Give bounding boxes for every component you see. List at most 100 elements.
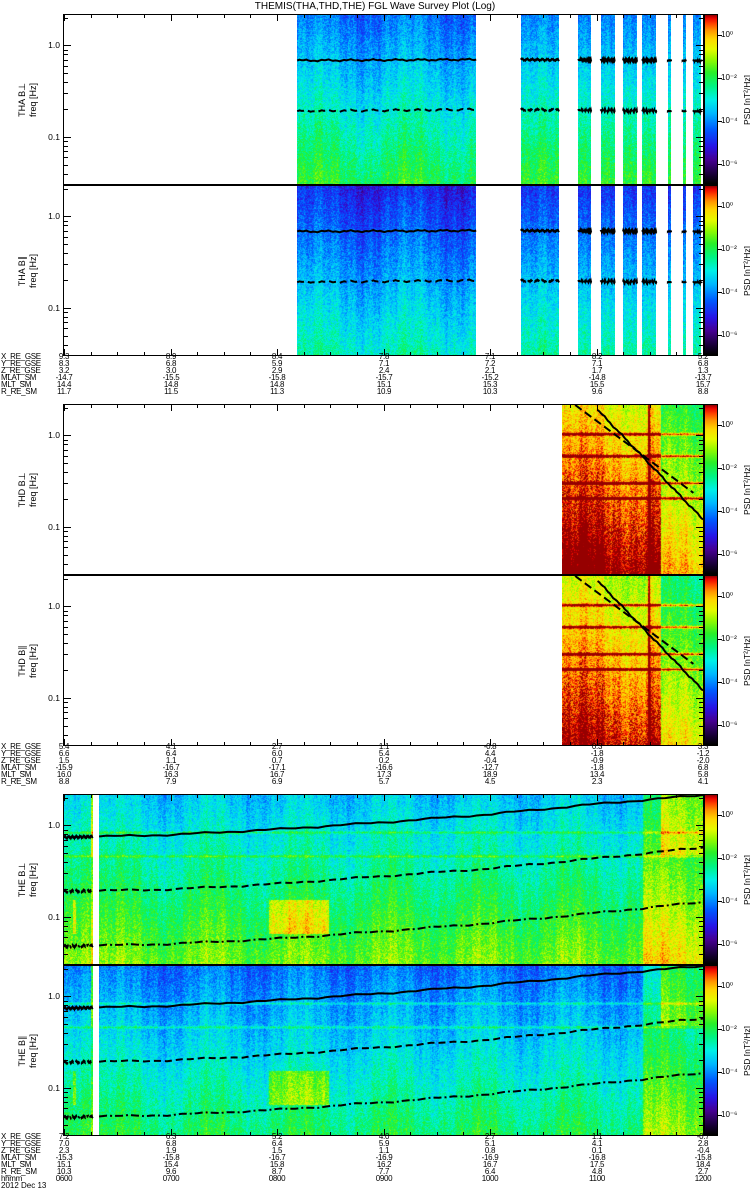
y-tick-minor — [64, 579, 68, 580]
spectrogram-segment — [642, 186, 656, 355]
y-tick-minor-right — [699, 444, 703, 445]
ephemeris-value: 2.3 — [58, 1146, 70, 1155]
y-tick-major — [64, 45, 71, 46]
y-tick-major — [64, 435, 71, 436]
ephemeris-value: 1200 — [694, 1174, 712, 1183]
spectrogram-image — [64, 795, 703, 964]
colorbar-tick-label: 10⁰ — [721, 810, 734, 819]
date-label: 2012 Dec 13 — [1, 1181, 47, 1190]
colorbar-title: PSD [nT²/Hz] — [742, 635, 750, 686]
y-tick-minor-right — [699, 499, 703, 500]
ephemeris-row-label: MLT_SM — [1, 380, 32, 389]
spectrogram-image — [64, 186, 703, 355]
spectrogram-segment — [99, 795, 703, 964]
x-tick-minor-top — [543, 15, 544, 18]
ephemeris-value: 1.1 — [165, 756, 177, 765]
x-tick-minor-top — [676, 795, 677, 798]
colorbar-tick-label: 10⁻⁴ — [721, 896, 738, 905]
ephemeris-value: 10.9 — [376, 387, 392, 396]
ephemeris-value: -16.7 — [162, 763, 180, 772]
colorbar-gradient — [705, 15, 717, 184]
y-tick-minor — [64, 830, 68, 831]
ephemeris-value: 0800 — [268, 1174, 286, 1183]
colorbar-tick-label: 10⁻⁴ — [721, 1067, 738, 1076]
y-tick-minor-right — [699, 336, 703, 337]
spectrogram-segment — [693, 186, 701, 355]
y-tick-minor-right — [699, 157, 703, 158]
colorbar-gradient — [705, 405, 717, 574]
colorbar-tick-label: 10⁻⁶ — [721, 939, 738, 948]
y-tick-minor — [64, 408, 68, 409]
y-tick-minor — [64, 312, 68, 313]
y-tick-major-right — [696, 527, 703, 528]
x-tick-minor-top — [144, 405, 145, 408]
ephemeris-value: 1000 — [481, 1174, 499, 1183]
y-tick-minor-right — [699, 264, 703, 265]
y-tick-major-right — [696, 216, 703, 217]
ephemeris-value: 15.7 — [695, 380, 711, 389]
y-tick-minor — [64, 873, 68, 874]
ephemeris-row-label: R_RE_SM — [1, 387, 37, 396]
panel-label-thd-bperp: THD B⊥ — [17, 472, 27, 507]
x-tick-minor-top — [304, 15, 305, 18]
y-tick-minor — [64, 555, 68, 556]
y-tick-minor — [64, 499, 68, 500]
x-tick-major — [64, 1129, 65, 1135]
ephemeris-value: -1.8 — [590, 763, 604, 772]
colorbar-tick — [718, 35, 722, 36]
y-tick-label: 1.0 — [48, 820, 60, 830]
y-tick-major-right — [696, 435, 703, 436]
y-tick-minor-right — [699, 615, 703, 616]
x-tick-minor-top — [437, 15, 438, 18]
x-tick-minor — [117, 742, 118, 745]
y-tick-minor-right — [699, 670, 703, 671]
y-tick-minor-right — [699, 735, 703, 736]
ephemeris-value: 0.3 — [591, 742, 603, 751]
ephemeris-value: 6.4 — [165, 749, 177, 758]
x-tick-minor — [357, 742, 358, 745]
colorbar-tick — [718, 858, 722, 859]
ephemeris-value: 1.5 — [58, 756, 70, 765]
y-tick-minor — [64, 846, 68, 847]
y-tick-label: 1.0 — [48, 430, 60, 440]
y-tick-label: 0.1 — [48, 912, 60, 922]
ephemeris-value: -15.8 — [694, 1153, 712, 1162]
y-tick-major — [64, 308, 71, 309]
ephemeris-value: 13.4 — [589, 770, 605, 779]
y-tick-minor — [64, 73, 68, 74]
ephemeris-value: 17.3 — [376, 770, 392, 779]
y-tick-minor-right — [699, 189, 703, 190]
y-tick-minor — [64, 151, 68, 152]
x-tick-minor — [91, 352, 92, 355]
ephemeris-value: 5.4 — [378, 749, 390, 758]
y-tick-minor — [64, 82, 68, 83]
x-tick-minor-top — [623, 15, 624, 18]
y-tick-minor-right — [699, 702, 703, 703]
y-tick-minor — [64, 1044, 68, 1045]
y-tick-minor-right — [699, 921, 703, 922]
y-tick-minor — [64, 611, 68, 612]
ephemeris-value: 8.7 — [271, 1167, 283, 1176]
x-tick-minor-top — [144, 795, 145, 798]
y-tick-minor — [64, 712, 68, 713]
ephemeris-value: 5.7 — [378, 777, 390, 786]
y-tick-minor — [64, 231, 68, 232]
x-tick-major — [64, 349, 65, 355]
x-tick-minor — [144, 742, 145, 745]
y-tick-minor-right — [699, 225, 703, 226]
x-tick-major-top — [384, 795, 385, 801]
x-tick-minor — [463, 1132, 464, 1135]
x-tick-minor — [197, 742, 198, 745]
x-tick-minor — [224, 1132, 225, 1135]
y-tick-minor — [64, 541, 68, 542]
y-tick-minor-right — [699, 634, 703, 635]
y-tick-minor-right — [699, 1033, 703, 1034]
y-tick-label: 1.0 — [48, 40, 60, 50]
ephemeris-value: 6.4 — [271, 1139, 283, 1148]
colorbar-tick — [718, 468, 722, 469]
y-tick-minor-right — [699, 840, 703, 841]
ephemeris-value: 1.1 — [378, 1146, 390, 1155]
colorbar-tick — [718, 121, 722, 122]
x-tick-minor-top — [650, 15, 651, 18]
